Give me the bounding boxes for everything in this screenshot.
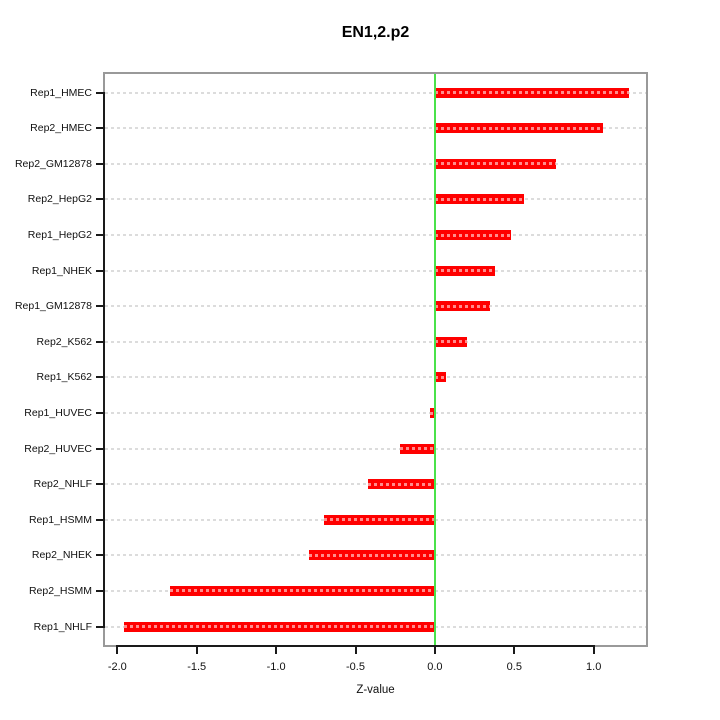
bar-grid-overlay — [430, 411, 435, 415]
bar-grid-overlay — [434, 91, 629, 95]
bar-grid-overlay — [434, 233, 512, 237]
x-axis-tick — [592, 647, 595, 654]
x-axis-tick — [513, 647, 516, 654]
gridline — [105, 234, 646, 237]
y-axis-tick — [96, 589, 103, 592]
bar-grid-overlay — [434, 197, 524, 201]
gridline — [105, 162, 646, 165]
bar — [434, 372, 446, 383]
bar-grid-overlay — [434, 162, 556, 166]
x-axis-tick-label: 0.5 — [506, 661, 522, 673]
y-axis-tick — [96, 162, 103, 165]
y-axis-label: Rep2_NHLF — [33, 478, 92, 491]
bar — [430, 408, 435, 418]
x-axis-tick-label: 1.0 — [586, 661, 602, 673]
gridline — [105, 91, 646, 94]
y-axis-tick — [96, 305, 103, 308]
gridline — [105, 305, 646, 308]
x-axis-tick — [116, 647, 119, 654]
plot-border-top — [103, 72, 648, 74]
bar-grid-overlay — [434, 340, 467, 344]
y-axis-label: Rep2_HMEC — [30, 122, 92, 135]
bar — [434, 230, 512, 241]
y-axis-tick — [96, 234, 103, 237]
y-axis-tick — [96, 412, 103, 414]
y-axis-label: Rep1_HUVEC — [24, 407, 92, 419]
bar-grid-overlay — [434, 269, 496, 273]
gridline — [105, 127, 646, 130]
x-axis-title: Z-value — [356, 684, 395, 696]
y-axis-label: Rep1_NHEK — [31, 264, 92, 277]
y-axis-tick — [96, 127, 103, 130]
y-axis-label: Rep2_HUVEC — [24, 442, 92, 455]
x-axis-tick — [354, 647, 357, 654]
x-axis-tick — [195, 647, 198, 654]
bar — [123, 621, 435, 632]
y-axis-tick — [96, 198, 103, 201]
y-axis-label: Rep2_GM12878 — [14, 157, 92, 170]
bar-grid-overlay — [123, 625, 435, 629]
bar — [309, 550, 435, 561]
y-axis-tick — [96, 483, 103, 486]
bar-grid-overlay — [434, 375, 446, 379]
gridline — [105, 198, 646, 201]
x-axis-tick-label: -1.5 — [187, 661, 207, 673]
y-axis-tick — [96, 91, 103, 94]
chart-title: EN1,2.p2 — [341, 24, 410, 41]
bar — [399, 443, 435, 454]
y-axis-tick — [96, 269, 103, 272]
y-axis-tick — [96, 518, 103, 521]
y-axis-tick — [96, 554, 103, 557]
bar — [169, 585, 435, 596]
bar — [368, 479, 435, 490]
x-axis-tick-label: -1.0 — [266, 661, 286, 673]
bar-grid-overlay — [169, 589, 435, 593]
gridline — [105, 340, 646, 343]
bar-grid-overlay — [434, 304, 491, 308]
gridline — [105, 376, 646, 379]
y-axis-label: Rep1_HSMM — [28, 513, 92, 526]
y-axis-line — [103, 91, 105, 628]
y-axis-label: Rep2_K562 — [36, 335, 92, 348]
bar-grid-overlay — [323, 518, 435, 522]
y-axis-label: Rep1_NHLF — [33, 620, 92, 633]
y-axis-label: Rep1_GM12878 — [14, 300, 92, 313]
plot-area: Rep1_HMEC Rep2_HMEC Rep2_GM12878 Rep2_HepG2… — [15, 72, 648, 673]
x-axis-tick-label: 0.0 — [427, 661, 443, 673]
plot-border-right — [646, 72, 648, 647]
x-axis-tick — [433, 647, 436, 654]
bar — [434, 301, 491, 312]
gridline — [105, 447, 646, 450]
bar — [434, 87, 629, 98]
x-axis-tick — [275, 647, 278, 654]
y-axis-label: Rep2_HSMM — [28, 584, 92, 597]
y-axis-label: Rep1_HMEC — [30, 86, 92, 99]
x-axis-line — [116, 645, 595, 647]
x-axis-tick-label: -0.5 — [346, 661, 365, 673]
gridline — [105, 269, 646, 272]
bar-grid-overlay — [434, 126, 604, 130]
y-axis-label: Rep2_NHEK — [31, 549, 92, 562]
y-axis-tick — [96, 447, 103, 450]
y-axis-tick — [96, 340, 103, 343]
y-axis-label: Rep1_HepG2 — [27, 229, 92, 242]
bar — [434, 194, 524, 205]
y-axis-tick — [96, 625, 103, 628]
y-axis-label: Rep1_K562 — [36, 371, 92, 384]
bar — [434, 336, 467, 347]
y-axis-label: Rep2_HepG2 — [27, 193, 92, 206]
gridline — [105, 412, 646, 414]
bar — [434, 123, 604, 134]
x-axis-tick-label: -2.0 — [107, 661, 127, 673]
bar-grid-overlay — [399, 447, 435, 451]
bar — [434, 265, 496, 276]
bar — [434, 158, 556, 169]
bar-grid-overlay — [368, 482, 435, 486]
y-axis-tick — [96, 376, 103, 379]
zero-reference-line — [433, 74, 436, 645]
bar — [323, 514, 435, 525]
bar-grid-overlay — [309, 553, 435, 557]
